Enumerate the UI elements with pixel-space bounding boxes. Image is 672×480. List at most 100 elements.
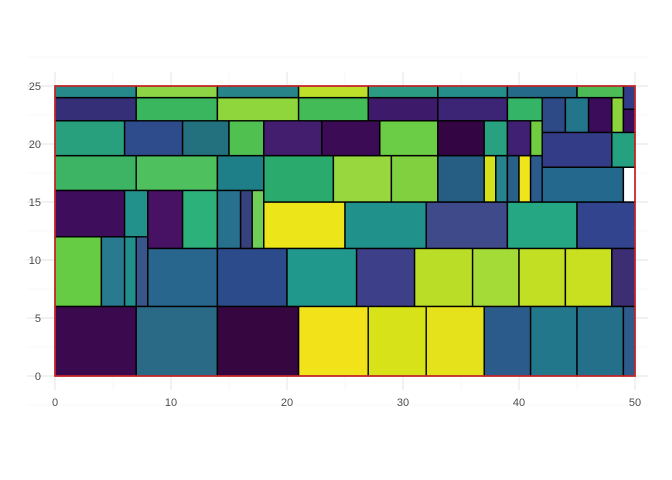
treemap-tile — [123, 189, 149, 238]
treemap-tile — [147, 189, 184, 250]
treemap-tile — [321, 120, 381, 157]
treemap-tile — [216, 305, 300, 377]
treemap-tile — [518, 154, 532, 203]
treemap-tile — [390, 154, 439, 203]
treemap-tile — [495, 154, 509, 203]
treemap-tile — [437, 96, 509, 122]
treemap-tile — [506, 201, 578, 250]
treemap-tile — [413, 247, 474, 308]
treemap-tile — [135, 96, 219, 122]
treemap-tile — [216, 189, 242, 250]
treemap-tiles — [54, 85, 636, 377]
treemap-tile — [437, 120, 485, 157]
y-axis-ticks: 0 5 10 15 20 25 — [29, 81, 41, 383]
x-tick-label: 30 — [397, 397, 409, 409]
treemap-tile — [564, 247, 613, 308]
treemap-tile — [506, 85, 578, 99]
treemap-tile — [541, 131, 613, 168]
treemap-tile — [425, 305, 485, 377]
treemap-tile — [622, 166, 636, 203]
x-tick-label: 0 — [52, 397, 58, 409]
x-tick-label: 50 — [629, 397, 641, 409]
treemap-tile — [576, 305, 625, 377]
treemap-tile — [54, 96, 137, 122]
treemap-tile — [437, 85, 509, 99]
treemap-tile — [367, 96, 439, 122]
treemap-tile — [506, 96, 543, 122]
treemap-tile — [611, 96, 625, 134]
treemap-tile — [135, 236, 149, 308]
treemap-tile — [135, 85, 219, 99]
treemap-tile — [216, 247, 288, 308]
y-tick-label: 5 — [35, 313, 41, 325]
treemap-tile — [506, 154, 520, 203]
x-tick-label: 40 — [513, 397, 525, 409]
treemap-tile — [123, 236, 137, 308]
treemap-tile — [54, 154, 137, 192]
treemap-tile — [216, 96, 300, 122]
treemap-tile — [135, 154, 219, 192]
treemap-tile — [297, 305, 369, 377]
treemap-tile — [286, 247, 358, 308]
treemap-tile — [216, 85, 300, 99]
treemap-tile — [483, 305, 532, 377]
y-tick-label: 15 — [29, 197, 41, 209]
treemap-tile — [147, 247, 219, 308]
treemap-tile — [239, 189, 253, 250]
treemap-tile — [587, 96, 613, 134]
treemap-tile — [263, 120, 323, 157]
treemap-tile — [471, 247, 520, 308]
treemap-tile — [529, 120, 543, 157]
treemap-tile — [483, 120, 509, 157]
treemap-tile — [355, 247, 416, 308]
x-tick-label: 10 — [165, 397, 177, 409]
x-tick-label: 20 — [281, 397, 293, 409]
treemap-tile — [611, 131, 636, 168]
treemap-tile — [622, 85, 636, 110]
treemap-tile — [54, 305, 137, 377]
treemap-tile — [344, 201, 427, 250]
treemap-tile — [379, 120, 439, 157]
treemap-tile — [100, 236, 126, 308]
y-tick-label: 10 — [29, 255, 41, 267]
treemap-tile — [263, 201, 346, 250]
treemap-tile — [367, 85, 439, 99]
treemap-tile — [297, 96, 369, 122]
treemap-tile — [228, 120, 265, 157]
treemap-tile — [123, 120, 184, 157]
treemap-tile — [54, 85, 137, 99]
treemap-tile — [216, 154, 265, 192]
treemap-tile — [541, 96, 567, 134]
y-tick-label: 20 — [29, 139, 41, 151]
treemap-tile — [135, 305, 219, 377]
y-tick-label: 25 — [29, 81, 41, 93]
treemap-tile — [611, 247, 636, 308]
treemap-tile — [564, 96, 590, 134]
treemap-tile — [181, 120, 230, 157]
treemap-tile — [367, 305, 427, 377]
treemap-tile — [425, 201, 509, 250]
treemap-tile — [576, 201, 636, 250]
x-axis-ticks: 0 10 20 30 40 50 — [52, 397, 641, 409]
treemap-tile — [518, 247, 567, 308]
treemap-tile — [54, 189, 126, 238]
treemap-tile — [263, 154, 335, 203]
treemap-tile — [622, 108, 636, 134]
treemap-tile — [437, 154, 485, 203]
y-tick-label: 0 — [35, 371, 41, 383]
treemap-tile — [529, 305, 578, 377]
treemap-tile — [529, 154, 543, 203]
treemap-tile — [576, 85, 625, 99]
treemap-tile — [622, 305, 636, 377]
treemap-tile — [483, 154, 497, 203]
treemap-tile — [54, 236, 103, 308]
treemap-tile — [506, 120, 532, 157]
treemap-tile — [297, 85, 369, 99]
treemap-tile — [181, 189, 219, 250]
plot-outline — [54, 85, 636, 377]
treemap-tile — [54, 120, 126, 157]
treemap-tile — [541, 166, 625, 203]
treemap-tile — [332, 154, 393, 203]
treemap-tile — [251, 189, 265, 250]
